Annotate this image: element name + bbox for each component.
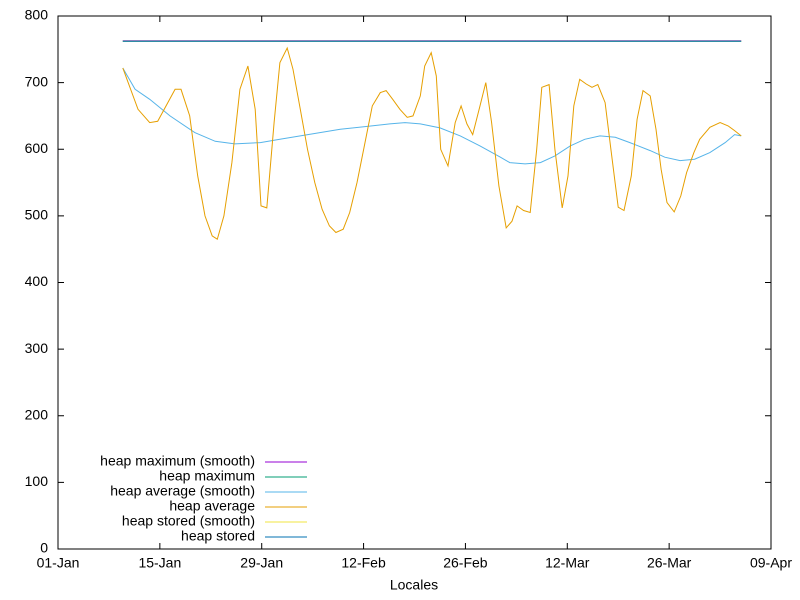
y-tick-label: 700 bbox=[25, 73, 49, 89]
legend-label: heap stored bbox=[181, 528, 255, 544]
x-axis-label: Locales bbox=[390, 577, 438, 593]
y-tick-label: 400 bbox=[25, 273, 49, 289]
y-tick-label: 800 bbox=[25, 7, 49, 23]
legend-label: heap maximum bbox=[159, 468, 255, 484]
x-tick-label: 12-Feb bbox=[341, 555, 386, 571]
x-tick-label: 15-Jan bbox=[138, 555, 181, 571]
series-line bbox=[122, 46, 742, 240]
x-tick-label: 26-Mar bbox=[647, 555, 692, 571]
x-tick-label: 01-Jan bbox=[37, 555, 80, 571]
y-tick-label: 0 bbox=[40, 540, 48, 556]
x-tick-label: 29-Jan bbox=[240, 555, 283, 571]
x-tick-label: 26-Feb bbox=[443, 555, 488, 571]
legend-label: heap maximum (smooth) bbox=[100, 453, 255, 469]
legend-label: heap average (smooth) bbox=[110, 483, 255, 499]
legend-label: heap stored (smooth) bbox=[122, 513, 255, 529]
y-tick-label: 200 bbox=[25, 406, 49, 422]
x-tick-label: 09-Apr bbox=[750, 555, 792, 571]
y-tick-label: 500 bbox=[25, 207, 49, 223]
y-tick-label: 100 bbox=[25, 473, 49, 489]
x-tick-label: 12-Mar bbox=[545, 555, 590, 571]
series-line bbox=[122, 67, 742, 165]
legend-label: heap average bbox=[169, 498, 255, 514]
y-tick-label: 300 bbox=[25, 340, 49, 356]
y-tick-label: 600 bbox=[25, 140, 49, 156]
